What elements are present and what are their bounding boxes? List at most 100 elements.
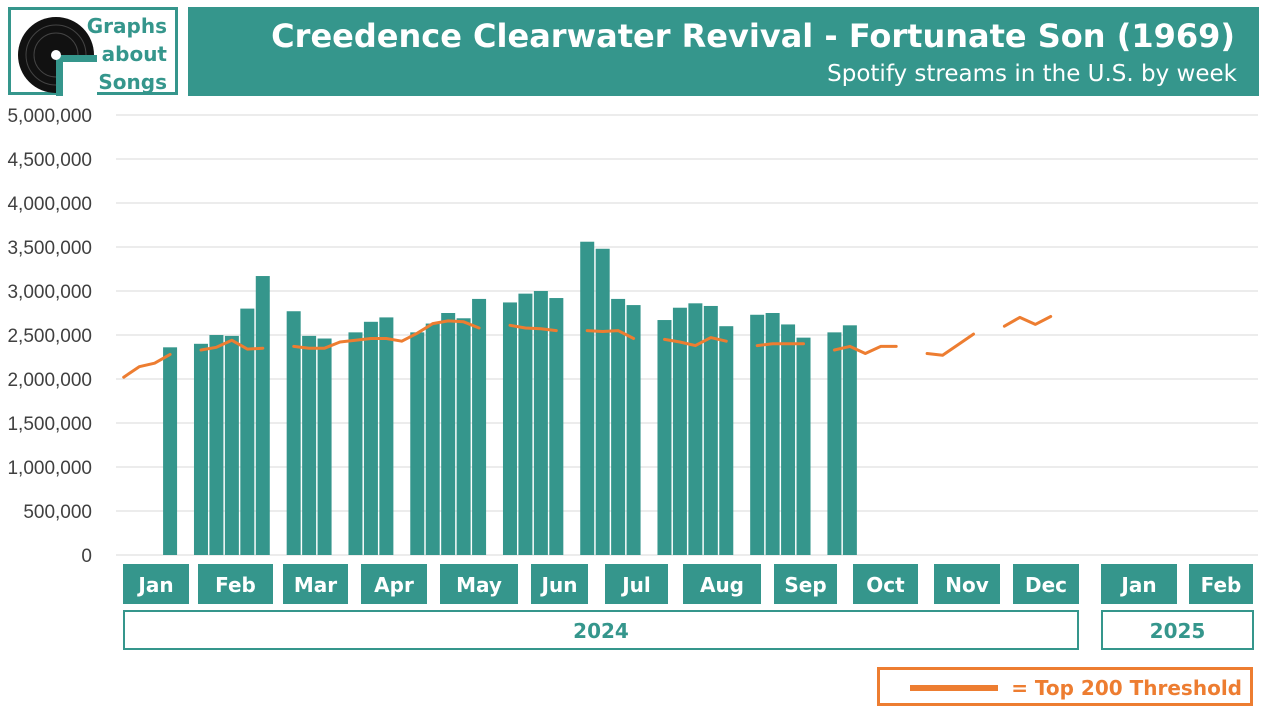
- y-tick-label: 3,500,000: [7, 238, 92, 259]
- bar: [595, 248, 610, 555]
- y-tick-label: 1,500,000: [7, 414, 92, 435]
- month-label: Apr: [374, 573, 414, 597]
- logo-text: Graphs about Songs: [87, 12, 167, 96]
- bar: [286, 311, 301, 555]
- month-label-box: [440, 564, 518, 604]
- year-label-box: [123, 610, 1079, 650]
- month-label-box: [774, 564, 837, 604]
- month-label-box: [283, 564, 348, 604]
- month-label-box: [605, 564, 668, 604]
- threshold-line: [925, 332, 975, 357]
- bar: [765, 313, 780, 555]
- legend-label: = Top 200 Threshold: [1011, 676, 1242, 700]
- y-tick-label: 2,000,000: [7, 370, 92, 391]
- logo: Graphs about Songs: [8, 7, 178, 96]
- threshold-line: [199, 338, 265, 352]
- y-tick-label: 4,500,000: [7, 150, 92, 171]
- month-label-box: [123, 564, 189, 604]
- bar: [348, 332, 363, 555]
- month-label-box: [198, 564, 273, 604]
- bar: [410, 332, 425, 555]
- bar: [781, 324, 796, 555]
- month-label: Feb: [215, 573, 256, 597]
- bar: [317, 338, 332, 555]
- bar: [379, 317, 394, 555]
- bar: [657, 320, 672, 555]
- header-banner: Creedence Clearwater Revival - Fortunate…: [188, 7, 1259, 96]
- month-label: Mar: [294, 573, 337, 597]
- month-label: Aug: [700, 573, 744, 597]
- bar: [703, 305, 718, 555]
- threshold-line: [122, 352, 172, 379]
- bar: [827, 332, 842, 555]
- month-label: Jan: [136, 573, 173, 597]
- bar: [688, 303, 703, 555]
- month-label: Oct: [866, 573, 905, 597]
- bar: [224, 335, 239, 555]
- month-label: Jul: [620, 573, 651, 597]
- threshold-line: [292, 319, 481, 350]
- bar: [441, 313, 456, 555]
- bar: [255, 276, 270, 555]
- bar: [472, 298, 487, 555]
- bar: [672, 307, 687, 555]
- bar: [611, 298, 626, 555]
- bar: [580, 241, 595, 555]
- month-label-box: [853, 564, 918, 604]
- vinyl-record-icon: [18, 17, 97, 96]
- bar: [842, 325, 857, 555]
- month-label: Dec: [1025, 573, 1067, 597]
- bar: [363, 321, 378, 555]
- month-label: Nov: [945, 573, 989, 597]
- bar: [626, 305, 641, 555]
- year-label-box: [1101, 610, 1254, 650]
- logo-line-2: about: [101, 42, 167, 66]
- threshold-line: [508, 323, 558, 333]
- bar: [302, 335, 317, 555]
- threshold-line: [832, 344, 898, 355]
- threshold-line: [585, 329, 636, 340]
- y-tick-label: 500,000: [23, 502, 92, 523]
- bar: [719, 326, 734, 555]
- bar: [240, 308, 255, 555]
- month-label-box: [1101, 564, 1177, 604]
- month-label-box: [361, 564, 427, 604]
- threshold-line: [755, 342, 805, 348]
- month-label-box: [1013, 564, 1079, 604]
- month-label-box: [1189, 564, 1253, 604]
- bar: [502, 302, 517, 555]
- logo-line-1: Graphs: [86, 14, 167, 38]
- chart-title: Creedence Clearwater Revival - Fortunate…: [271, 17, 1235, 55]
- bar: [425, 323, 440, 555]
- y-tick-label: 3,000,000: [7, 282, 92, 303]
- legend: = Top 200 Threshold: [877, 667, 1253, 706]
- month-label: Feb: [1201, 573, 1242, 597]
- month-label: May: [456, 573, 502, 597]
- y-tick-label: 0: [81, 546, 92, 567]
- month-label-box: [683, 564, 761, 604]
- bar: [163, 347, 178, 555]
- bar: [533, 291, 548, 555]
- bar: [750, 314, 765, 555]
- month-label: Jun: [540, 573, 578, 597]
- logo-line-3: Songs: [98, 70, 167, 94]
- threshold-line: [663, 336, 728, 348]
- y-tick-label: 4,000,000: [7, 194, 92, 215]
- year-label: 2024: [573, 619, 629, 643]
- y-tick-label: 5,000,000: [7, 106, 92, 127]
- bar: [193, 343, 208, 555]
- month-label: Jan: [1119, 573, 1156, 597]
- legend-threshold-swatch: [910, 685, 998, 691]
- y-tick-label: 1,000,000: [7, 458, 92, 479]
- bar: [209, 335, 224, 555]
- bar: [456, 318, 471, 555]
- month-label: Sep: [784, 573, 826, 597]
- year-label: 2025: [1150, 619, 1206, 643]
- bar: [549, 298, 564, 555]
- month-label-box: [531, 564, 588, 604]
- y-tick-label: 2,500,000: [7, 326, 92, 347]
- bar: [796, 337, 811, 555]
- month-label-box: [934, 564, 1000, 604]
- bar: [518, 293, 533, 555]
